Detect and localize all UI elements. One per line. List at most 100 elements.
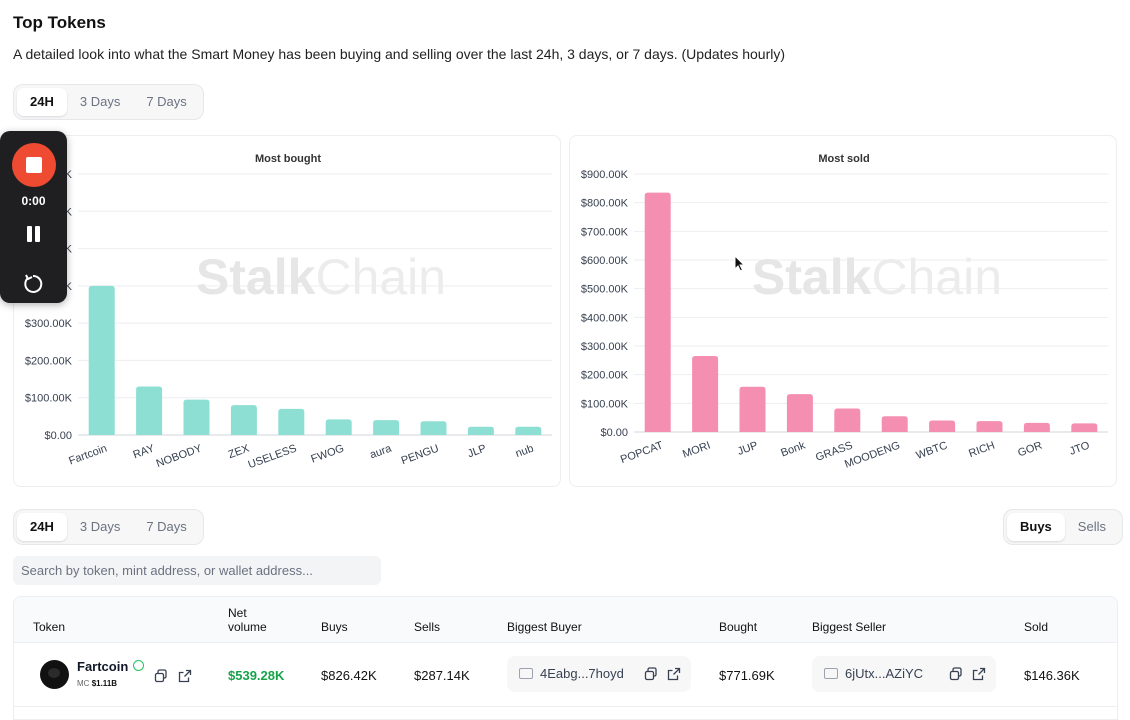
x-tick-label: FWOG <box>309 443 345 466</box>
external-link-icon[interactable] <box>972 667 986 681</box>
copy-icon[interactable] <box>644 667 658 681</box>
market-cap-label: MC <box>77 679 90 688</box>
col-biggest-seller: Biggest Seller <box>812 620 887 634</box>
biggest-buyer-address[interactable]: 4Eabg...7hoyd <box>540 666 624 681</box>
x-tick-label: RAY <box>132 442 157 461</box>
most-sold-svg: Most sold $0.00 $100.00K $200.00K $300.00K $4… <box>581 153 1108 471</box>
bar[interactable] <box>278 408 305 435</box>
bar[interactable] <box>786 394 813 432</box>
market-cap: MC $1.11B <box>77 679 117 688</box>
screen-recorder-widget: 0:00 <box>0 131 67 303</box>
copy-icon[interactable] <box>154 669 168 683</box>
net-volume-value: $539.28K <box>228 668 285 683</box>
buys-sells-toggle: Buys Sells <box>1003 509 1123 545</box>
y-tick-label: $200.00K <box>25 355 73 367</box>
y-tick-label: $500.00K <box>581 284 629 296</box>
x-tick-label: Fartcoin <box>67 443 108 468</box>
x-tick-label: WBTC <box>915 440 950 462</box>
biggest-seller-address[interactable]: 6jUtx...AZiYC <box>845 666 924 681</box>
x-tick-label: JLP <box>466 443 488 461</box>
external-link-icon[interactable] <box>178 669 192 683</box>
chart-title: Most bought <box>255 153 321 165</box>
external-link-icon[interactable] <box>667 667 681 681</box>
search-input[interactable] <box>13 556 381 585</box>
bar[interactable] <box>739 386 766 432</box>
pause-icon[interactable] <box>25 226 41 244</box>
mouse-cursor-icon <box>734 255 746 272</box>
sells-value: $287.14K <box>414 668 470 683</box>
x-tick-label: aura <box>368 442 394 461</box>
y-tick-label: $300.00K <box>25 318 73 330</box>
page-subtitle: A detailed look into what the Smart Mone… <box>13 46 786 62</box>
token-avatar <box>40 660 69 689</box>
bar[interactable] <box>976 421 1003 432</box>
bought-value: $771.69K <box>719 668 775 683</box>
biggest-buyer-pill[interactable]: 4Eabg...7hoyd <box>507 656 691 692</box>
bar[interactable] <box>1023 422 1050 432</box>
biggest-seller-pill[interactable]: 6jUtx...AZiYC <box>812 656 996 692</box>
y-tick-label: $900.00K <box>581 169 629 181</box>
y-tick-label: $100.00K <box>25 393 73 405</box>
market-cap-value: $1.11B <box>91 679 118 688</box>
bar[interactable] <box>834 408 861 432</box>
x-tick-label: JTO <box>1068 439 1092 457</box>
token-name[interactable]: Fartcoin <box>77 659 129 674</box>
col-sells[interactable]: Sells <box>414 620 441 634</box>
y-tick-label: $100.00K <box>581 398 629 410</box>
bar[interactable] <box>644 192 671 432</box>
bar[interactable] <box>373 420 400 435</box>
tab-sells[interactable]: Sells <box>1077 519 1106 534</box>
top-tokens-table: Token Net volume Buys Sells Biggest Buye… <box>13 596 1118 720</box>
bar[interactable] <box>325 419 352 435</box>
chart-title: Most sold <box>818 153 869 165</box>
tab-buys[interactable]: Buys <box>1007 513 1065 541</box>
recording-time: 0:00 <box>21 194 46 208</box>
watermark: StalkChain <box>752 249 1002 305</box>
tab-7days-table[interactable]: 7 Days <box>146 519 187 534</box>
bar[interactable] <box>230 405 257 435</box>
bar[interactable] <box>929 420 956 432</box>
buys-value: $826.42K <box>321 668 377 683</box>
x-tick-label: GOR <box>1016 440 1044 460</box>
col-bought[interactable]: Bought <box>719 620 758 634</box>
timeframe-tabs-top: 24H 3 Days 7 Days <box>13 84 204 120</box>
tab-3days-top[interactable]: 3 Days <box>79 94 121 109</box>
copy-icon[interactable] <box>949 667 963 681</box>
col-net-volume-line1[interactable]: Net <box>228 606 247 620</box>
bar[interactable] <box>692 356 719 432</box>
sold-value: $146.36K <box>1024 668 1080 683</box>
col-buys[interactable]: Buys <box>321 620 348 634</box>
restart-icon[interactable] <box>22 273 44 295</box>
tab-24h-table[interactable]: 24H <box>17 513 67 541</box>
bar[interactable] <box>420 421 447 435</box>
x-tick-label: ZEX <box>227 442 252 461</box>
page-title: Top Tokens <box>13 13 106 32</box>
x-tick-label: NOBODY <box>155 442 205 470</box>
table-row[interactable]: Fartcoin MC $1.11B $539.28K $826.42K $28… <box>14 643 1117 707</box>
wallet-icon <box>824 668 838 679</box>
bar[interactable] <box>515 426 542 435</box>
col-biggest-buyer: Biggest Buyer <box>507 620 582 634</box>
bar[interactable] <box>183 399 210 435</box>
x-tick-label: JUP <box>736 440 760 458</box>
table-header: Token Net volume Buys Sells Biggest Buye… <box>14 597 1117 643</box>
tab-7days-top[interactable]: 7 Days <box>146 94 187 109</box>
bar[interactable] <box>881 416 908 432</box>
col-net-volume-line2[interactable]: volume <box>228 620 267 634</box>
stop-recording-button[interactable] <box>12 143 56 187</box>
bar[interactable] <box>1071 423 1098 432</box>
col-token[interactable]: Token <box>33 620 66 634</box>
bar[interactable] <box>467 426 494 435</box>
bar[interactable] <box>88 285 115 435</box>
most-bought-chart: Most bought $0.00 $100.00K $200.00K $300.00K… <box>13 135 561 487</box>
y-tick-label: $600.00K <box>581 255 629 267</box>
col-sold[interactable]: Sold <box>1024 620 1049 634</box>
y-tick-label: $200.00K <box>581 370 629 382</box>
y-tick-label: $0.00 <box>600 427 628 439</box>
most-bought-svg: Most bought $0.00 $100.00K $200.00K $300.00K… <box>25 153 552 471</box>
y-tick-label: $400.00K <box>581 312 629 324</box>
bar[interactable] <box>136 386 163 435</box>
tab-3days-table[interactable]: 3 Days <box>79 519 121 534</box>
x-tick-label: POPCAT <box>619 439 665 466</box>
tab-24h-top[interactable]: 24H <box>17 88 67 116</box>
